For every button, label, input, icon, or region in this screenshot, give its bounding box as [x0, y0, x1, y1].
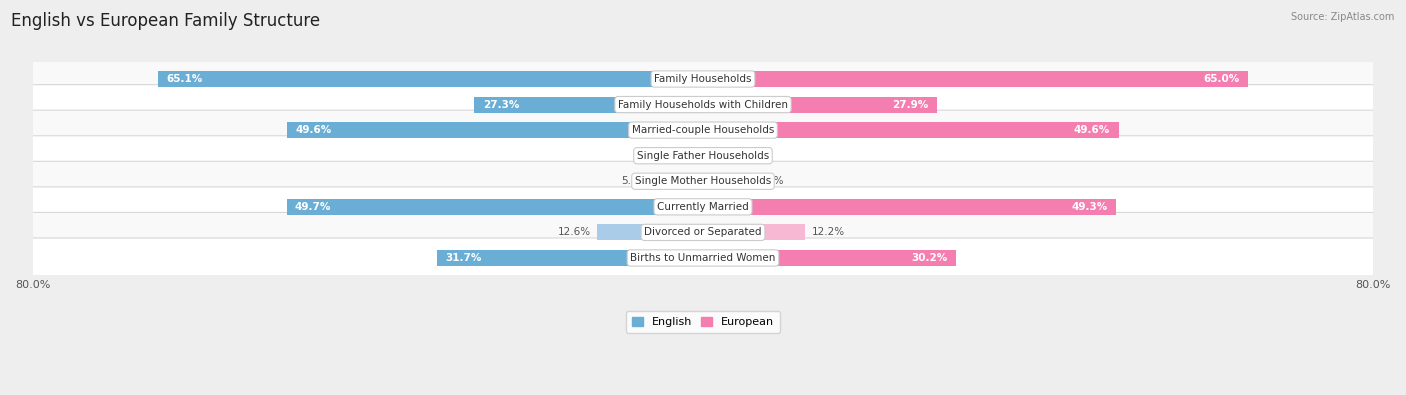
- Text: 2.3%: 2.3%: [651, 151, 678, 161]
- Bar: [157, 71, 703, 87]
- Text: English vs European Family Structure: English vs European Family Structure: [11, 12, 321, 30]
- Legend: English, European: English, European: [626, 311, 780, 333]
- Bar: [598, 224, 703, 240]
- Text: 5.8%: 5.8%: [621, 176, 648, 186]
- FancyBboxPatch shape: [22, 161, 1384, 201]
- Text: Single Father Households: Single Father Households: [637, 151, 769, 161]
- Bar: [654, 173, 703, 189]
- Text: Source: ZipAtlas.com: Source: ZipAtlas.com: [1291, 12, 1395, 22]
- Bar: [703, 199, 1116, 215]
- FancyBboxPatch shape: [22, 110, 1384, 150]
- Text: 49.3%: 49.3%: [1071, 202, 1108, 212]
- Text: Family Households: Family Households: [654, 74, 752, 84]
- Bar: [703, 97, 936, 113]
- Bar: [703, 224, 806, 240]
- Text: Married-couple Households: Married-couple Households: [631, 125, 775, 135]
- Bar: [437, 250, 703, 266]
- Bar: [703, 71, 1247, 87]
- Bar: [703, 173, 751, 189]
- Text: 2.3%: 2.3%: [728, 151, 755, 161]
- Text: 5.7%: 5.7%: [758, 176, 785, 186]
- Text: 27.3%: 27.3%: [482, 100, 519, 109]
- Text: Family Households with Children: Family Households with Children: [619, 100, 787, 109]
- Text: Births to Unmarried Women: Births to Unmarried Women: [630, 253, 776, 263]
- Bar: [287, 199, 703, 215]
- Text: Divorced or Separated: Divorced or Separated: [644, 228, 762, 237]
- FancyBboxPatch shape: [22, 85, 1384, 124]
- Bar: [287, 122, 703, 138]
- Bar: [683, 148, 703, 164]
- Text: Single Mother Households: Single Mother Households: [636, 176, 770, 186]
- Text: 12.2%: 12.2%: [811, 228, 845, 237]
- FancyBboxPatch shape: [22, 187, 1384, 227]
- Bar: [703, 148, 723, 164]
- Bar: [703, 250, 956, 266]
- Text: Currently Married: Currently Married: [657, 202, 749, 212]
- Text: 30.2%: 30.2%: [911, 253, 948, 263]
- FancyBboxPatch shape: [22, 213, 1384, 252]
- Text: 49.6%: 49.6%: [295, 125, 332, 135]
- Text: 31.7%: 31.7%: [446, 253, 482, 263]
- Text: 49.7%: 49.7%: [295, 202, 332, 212]
- Text: 49.6%: 49.6%: [1074, 125, 1111, 135]
- Bar: [474, 97, 703, 113]
- Text: 65.0%: 65.0%: [1204, 74, 1239, 84]
- FancyBboxPatch shape: [22, 136, 1384, 176]
- Text: 12.6%: 12.6%: [558, 228, 591, 237]
- Bar: [703, 122, 1119, 138]
- Text: 27.9%: 27.9%: [893, 100, 928, 109]
- FancyBboxPatch shape: [22, 59, 1384, 99]
- Text: 65.1%: 65.1%: [166, 74, 202, 84]
- FancyBboxPatch shape: [22, 238, 1384, 278]
